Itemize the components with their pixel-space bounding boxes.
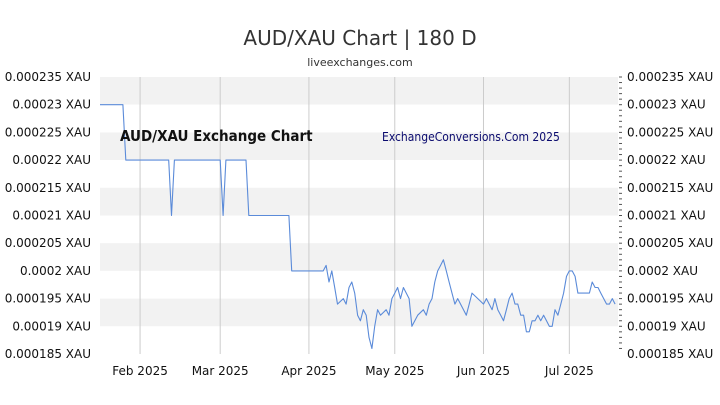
grid-band	[100, 187, 618, 216]
y-tick-label-right: 0.000205 XAU	[627, 236, 713, 250]
x-tick-label: Jun 2025	[456, 364, 510, 378]
y-tick-label-left: 0.00023 XAU	[12, 98, 91, 112]
watermark-text: ExchangeConversions.Com 2025	[382, 130, 560, 144]
chart-subtitle: liveexchanges.com	[307, 56, 413, 69]
x-tick-label: May 2025	[365, 364, 424, 378]
vertical-gridlines	[139, 77, 570, 354]
y-tick-label-right: 0.00022 XAU	[627, 153, 706, 167]
grid-band	[100, 77, 618, 105]
grid-band	[100, 270, 618, 299]
right-y-axis: 0.000235 XAU 0.00023 XAU 0.000225 XAU 0.000…	[627, 70, 713, 361]
y-tick-label-left: 0.000185 XAU	[5, 347, 91, 361]
grid-band	[100, 132, 618, 161]
inner-chart-title: AUD/XAU Exchange Chart	[120, 127, 313, 145]
y-tick-label-right: 0.000215 XAU	[627, 181, 713, 195]
grid-band	[100, 243, 618, 271]
x-tick-label: Mar 2025	[192, 364, 249, 378]
y-tick-label-right: 0.00021 XAU	[627, 209, 706, 223]
y-tick-label-right: 0.000185 XAU	[627, 347, 713, 361]
y-tick-label-left: 0.00019 XAU	[12, 319, 91, 333]
y-tick-label-right: 0.0002 XAU	[627, 264, 698, 278]
y-tick-label-left: 0.000235 XAU	[5, 70, 91, 84]
plot-bands	[100, 77, 618, 354]
y-tick-label-left: 0.0002 XAU	[20, 264, 91, 278]
y-tick-label-left: 0.000195 XAU	[5, 292, 91, 306]
y-tick-label-left: 0.00021 XAU	[12, 209, 91, 223]
y-tick-label-left: 0.000205 XAU	[5, 236, 91, 250]
y-tick-label-left: 0.000215 XAU	[5, 181, 91, 195]
series-line	[100, 104, 616, 350]
y-tick-label-right: 0.000225 XAU	[627, 125, 713, 139]
y-tick-label-left: 0.00022 XAU	[12, 153, 91, 167]
x-tick-label: Jul 2025	[544, 364, 594, 378]
grid-band	[100, 298, 618, 327]
x-tick-label: Apr 2025	[281, 364, 336, 378]
x-axis: Feb 2025 Mar 2025 Apr 2025 May 2025 Jun 2025…	[112, 364, 594, 378]
left-y-axis: 0.000235 XAU 0.00023 XAU 0.000225 XAU 0.000…	[5, 70, 91, 361]
grid-band	[100, 104, 618, 133]
right-axis-minor-ticks	[619, 76, 622, 349]
series-layer	[100, 104, 616, 350]
x-tick-label: Feb 2025	[112, 364, 168, 378]
y-tick-label-left: 0.000225 XAU	[5, 125, 91, 139]
y-tick-label-right: 0.000235 XAU	[627, 70, 713, 84]
grid-band	[100, 326, 618, 354]
y-tick-label-right: 0.00019 XAU	[627, 319, 706, 333]
y-tick-label-right: 0.000195 XAU	[627, 292, 713, 306]
chart-title: AUD/XAU Chart | 180 D	[243, 26, 477, 50]
grid-band	[100, 215, 618, 244]
y-tick-label-right: 0.00023 XAU	[627, 98, 706, 112]
grid-band	[100, 160, 618, 188]
